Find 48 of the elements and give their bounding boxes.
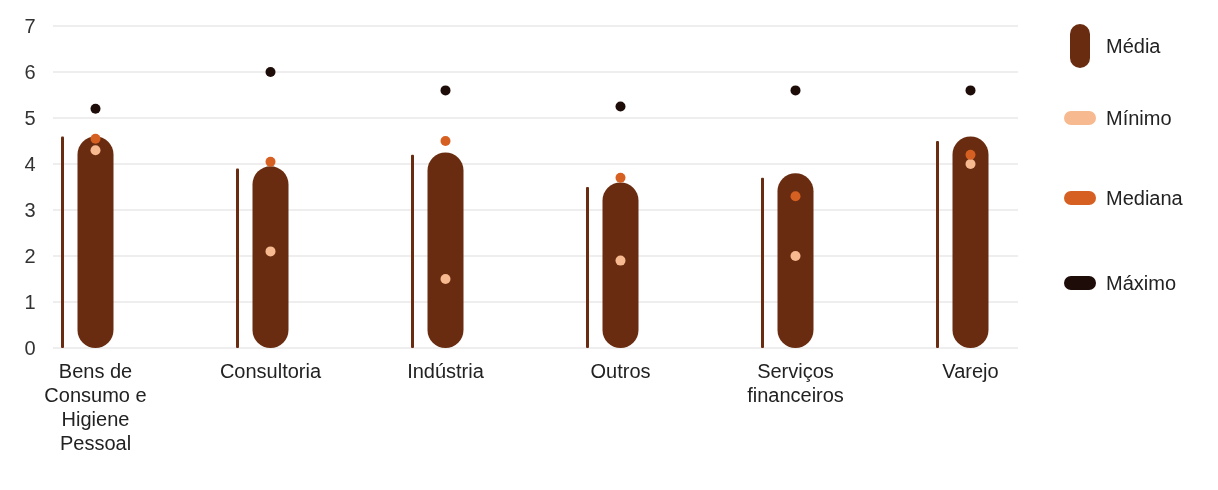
point [615, 255, 626, 266]
point [615, 101, 626, 112]
point [790, 85, 801, 96]
point [440, 274, 451, 284]
point [90, 103, 101, 114]
y-tick-label: 1 [24, 291, 36, 313]
point [440, 85, 451, 96]
bar [777, 173, 814, 348]
point [90, 145, 101, 156]
y-tick-label: 4 [24, 153, 36, 175]
point [90, 133, 101, 144]
bar [411, 154, 414, 348]
point [790, 191, 801, 202]
y-tick-label: 7 [24, 15, 36, 37]
y-tick-label: 3 [24, 199, 36, 221]
legend-label: Mínimo [1106, 107, 1172, 129]
bar [761, 177, 764, 348]
legend-label: Média [1106, 35, 1162, 57]
x-tick-label: Serviços financeiros [747, 360, 844, 406]
y-tick-label: 2 [24, 245, 36, 267]
bar [61, 136, 64, 348]
x-tick-label: Consultoria [219, 360, 322, 382]
x-tick-label: Indústria [407, 360, 485, 382]
point [965, 159, 976, 169]
x-tick-label: Bens de Consumo e Higiene Pessoal [44, 360, 147, 454]
point [265, 67, 276, 77]
bar [586, 187, 589, 348]
y-tick-label: 0 [24, 337, 36, 359]
x-tick-label: Varejo [942, 360, 999, 382]
point [440, 136, 451, 146]
y-tick-label: 6 [24, 61, 36, 83]
bar [236, 168, 239, 348]
bar [936, 141, 939, 348]
point [265, 246, 276, 257]
point [965, 85, 976, 96]
y-tick-label: 5 [24, 107, 36, 129]
point [265, 156, 276, 167]
x-tick-label: Outros [590, 360, 651, 382]
bar [952, 136, 989, 348]
bar [77, 136, 114, 348]
point [615, 172, 626, 183]
legend-label: Máximo [1106, 272, 1177, 294]
bar [427, 152, 464, 348]
bar [252, 166, 289, 348]
bar [602, 182, 639, 348]
point [790, 251, 801, 261]
point [965, 149, 976, 160]
legend-label: Mediana [1106, 187, 1184, 209]
